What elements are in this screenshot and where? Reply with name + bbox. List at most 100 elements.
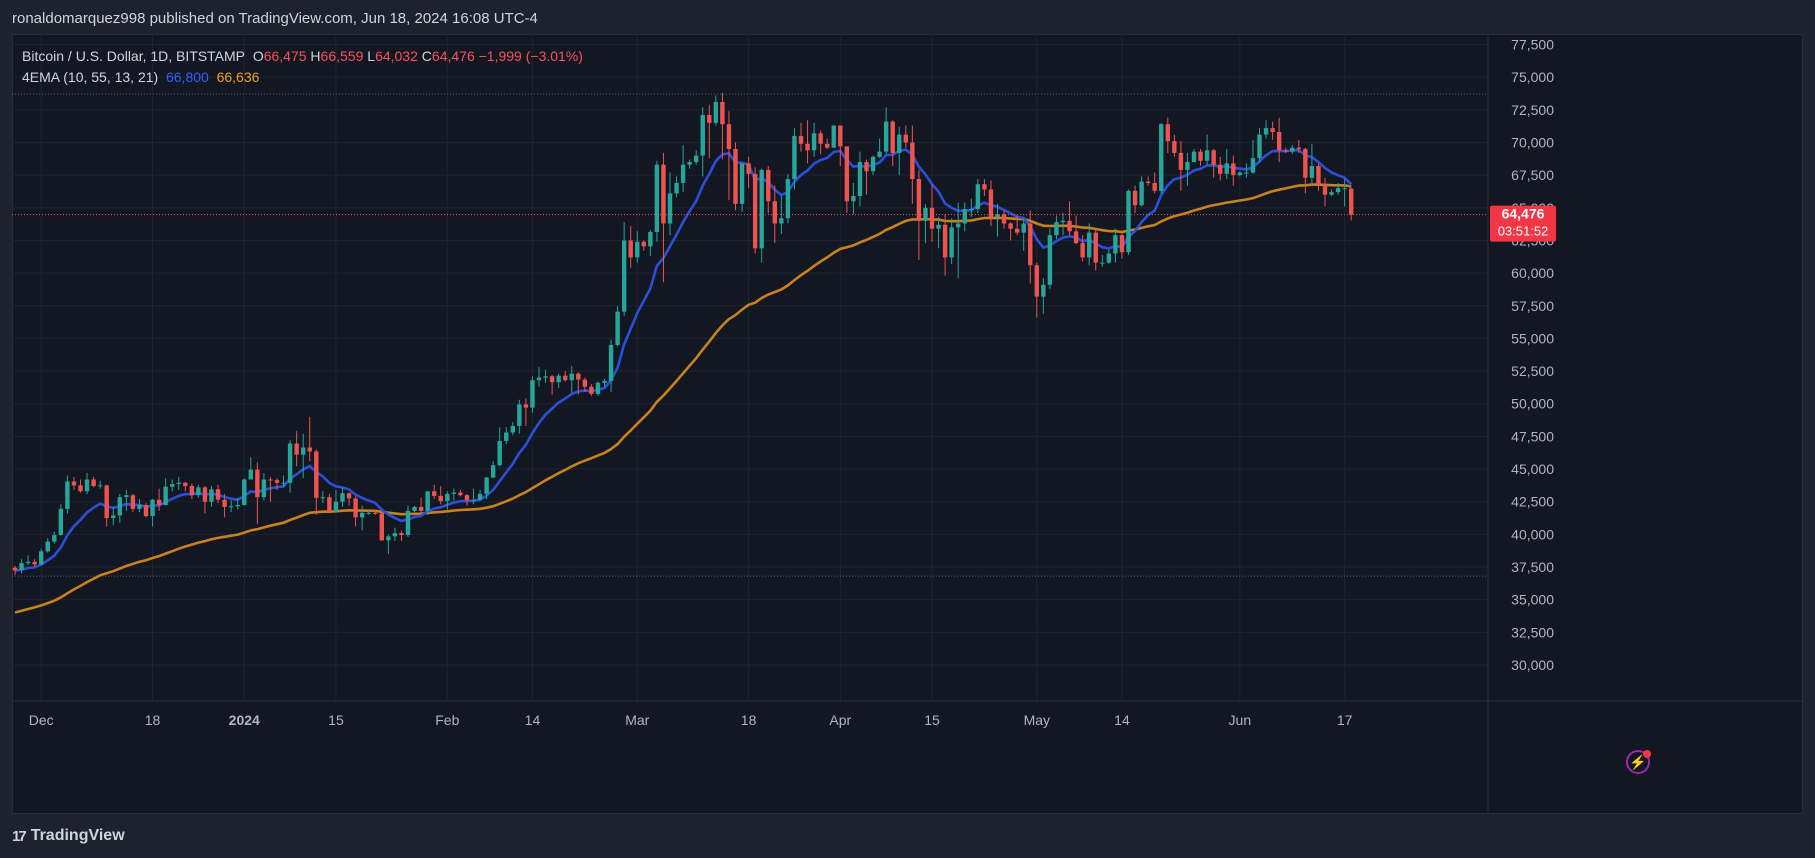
candle — [621, 222, 627, 317]
candle — [923, 203, 928, 244]
candle-body — [484, 477, 489, 494]
candle — [1329, 189, 1334, 197]
candle-body — [346, 493, 352, 499]
candle — [281, 475, 286, 488]
candle-body — [1211, 150, 1216, 165]
candle — [549, 374, 555, 395]
candle-body — [739, 163, 745, 204]
candle — [111, 506, 116, 526]
candle-body — [746, 163, 751, 174]
candle — [307, 416, 312, 462]
candle — [65, 475, 70, 514]
candle-body — [320, 497, 326, 499]
candle — [314, 449, 319, 515]
candle — [890, 120, 895, 166]
time-tick-label: Mar — [625, 712, 649, 728]
candle — [418, 497, 424, 514]
candle — [301, 433, 306, 479]
high-label: H — [310, 48, 321, 64]
candle-body — [962, 209, 967, 224]
candle — [589, 384, 594, 396]
candle-body — [438, 495, 443, 502]
brand[interactable]: 17 TradingView — [12, 827, 125, 845]
candle — [1165, 117, 1170, 153]
candle — [667, 172, 673, 236]
candle — [785, 173, 791, 224]
candle — [707, 104, 712, 159]
candle — [759, 168, 764, 263]
candle — [255, 462, 260, 524]
candle — [1001, 210, 1007, 229]
candle-body — [248, 469, 253, 480]
candle-body — [1021, 223, 1026, 233]
high-value: 66,559 — [320, 48, 364, 64]
close-label: C — [421, 48, 432, 64]
candle — [530, 376, 535, 413]
candle-body — [287, 443, 293, 483]
last-price-value: 64,476 — [1502, 206, 1545, 222]
candle-body — [373, 512, 378, 514]
candle — [700, 107, 705, 177]
ema-slow-group — [14, 183, 1352, 614]
candle — [176, 476, 181, 490]
candle — [438, 486, 443, 505]
lightning-icon[interactable]: ⚡ — [1626, 750, 1650, 774]
candle — [242, 478, 247, 506]
candle-body — [766, 169, 771, 202]
candle-body — [471, 499, 476, 501]
candle-body — [399, 533, 404, 536]
candle — [183, 482, 188, 492]
candle-body — [1106, 253, 1112, 263]
candle-body — [903, 134, 908, 143]
price-tick-label: 57,500 — [1511, 298, 1554, 314]
candle — [25, 555, 31, 566]
candle-body — [517, 404, 522, 426]
candle — [975, 179, 981, 214]
candle — [1145, 176, 1151, 186]
price-tick-label: 55,000 — [1511, 330, 1554, 346]
low-label: L — [367, 48, 376, 64]
candle — [1204, 134, 1210, 165]
candle — [615, 305, 620, 347]
candle — [635, 231, 640, 263]
candle — [287, 440, 293, 493]
candle-body — [392, 533, 398, 537]
candle — [392, 527, 398, 541]
candle — [982, 179, 987, 197]
ema-fast-group — [14, 148, 1353, 573]
time-tick-label: 15 — [924, 712, 940, 728]
candle — [124, 489, 129, 511]
candle — [71, 476, 77, 490]
legend-row-symbol: Bitcoin / U.S. Dollar, 1D, BITSTAMP O66,… — [22, 46, 583, 67]
candle-body — [576, 373, 581, 380]
candle-body — [1172, 141, 1177, 153]
chart-frame[interactable] — [12, 34, 1803, 814]
candle — [798, 122, 804, 152]
candle-body — [694, 155, 699, 163]
candle — [752, 167, 758, 254]
candlestick-chart[interactable]: 30,000 32,500 35,000 37,500 40,000 42,500 45,0… — [12, 34, 1803, 814]
horizontal-levels — [12, 93, 1488, 577]
candle — [949, 218, 954, 264]
candle-body — [143, 504, 149, 517]
candle — [1224, 149, 1229, 180]
candle — [464, 493, 470, 506]
candle-body — [1159, 124, 1164, 191]
candle-body — [654, 164, 660, 232]
candle-body — [864, 162, 869, 172]
candle-body — [163, 486, 168, 505]
open-value: 66,475 — [263, 48, 307, 64]
candle-body — [366, 512, 371, 514]
candle-body — [71, 481, 77, 486]
candle-body — [130, 495, 136, 509]
candle-body — [1329, 192, 1334, 195]
candle-body — [556, 375, 561, 383]
candle — [628, 226, 633, 268]
candle — [779, 196, 784, 234]
candle-body — [897, 134, 902, 153]
candle-body — [1080, 243, 1085, 258]
candle — [359, 505, 365, 531]
candle-body — [1257, 134, 1262, 159]
candle — [720, 92, 725, 160]
candle-body — [445, 493, 450, 502]
